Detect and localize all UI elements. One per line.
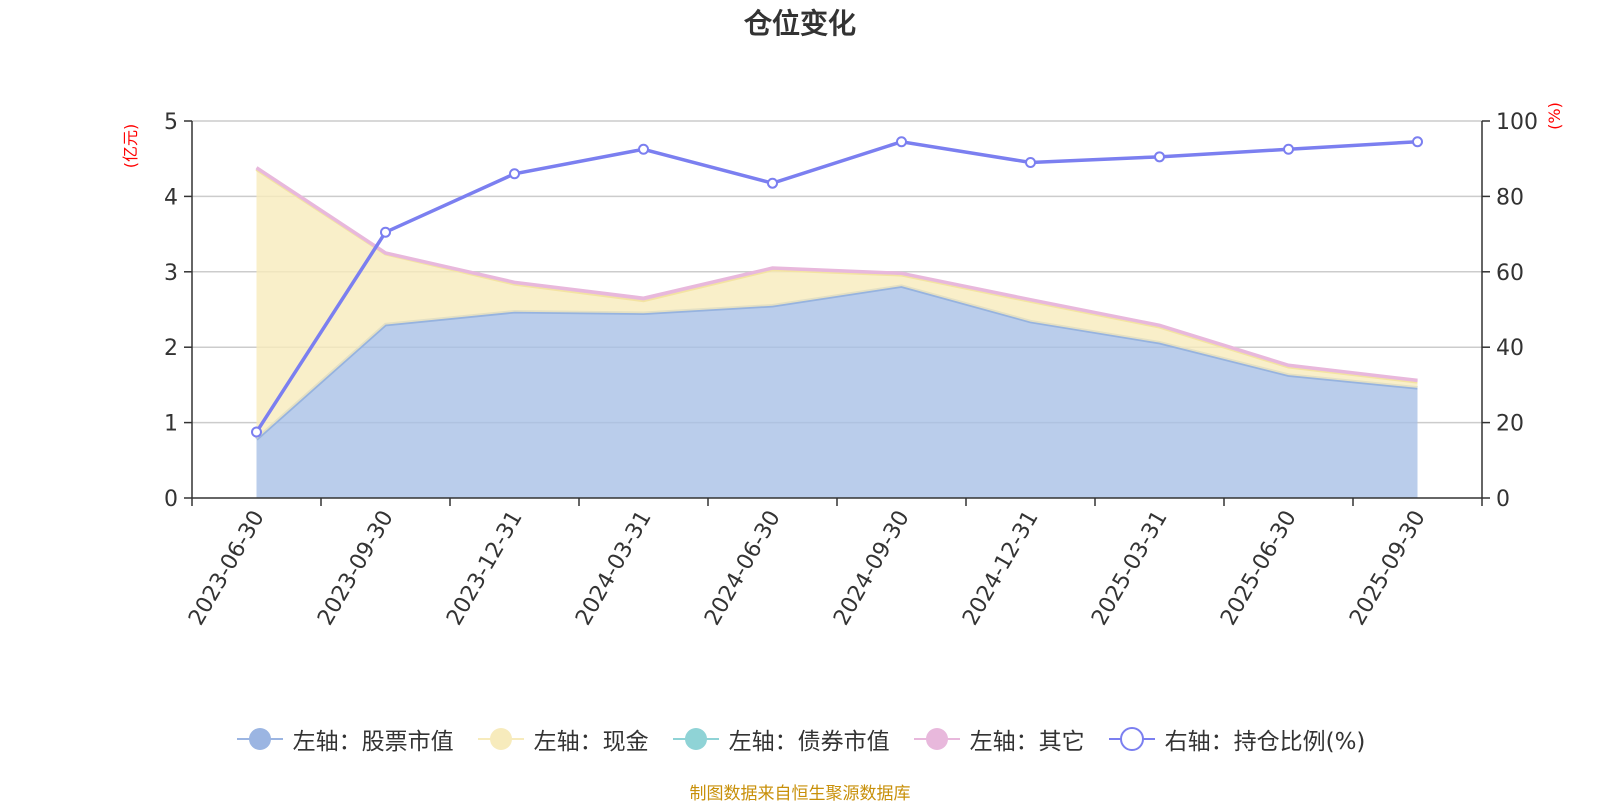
position-ratio-point xyxy=(767,177,778,189)
right-tick-label: 0 xyxy=(1496,487,1510,512)
legend-symbol-icon xyxy=(1108,727,1155,751)
x-tick-label: 2024-06-30 xyxy=(700,507,786,630)
right-tick-label: 20 xyxy=(1496,412,1524,437)
right-tick-label: 60 xyxy=(1496,261,1524,286)
left-tick-label: 1 xyxy=(164,412,178,437)
legend-label: 左轴：其它 xyxy=(969,729,1085,755)
area-series-4-line xyxy=(255,166,1418,383)
right-tick-label: 80 xyxy=(1496,185,1524,210)
line-layer xyxy=(251,136,1423,438)
position-ratio-point xyxy=(638,143,649,155)
x-tick-label: 2025-09-30 xyxy=(1345,507,1431,630)
position-ratio-point xyxy=(509,168,520,180)
legend-item-2[interactable]: 左轴：现金 xyxy=(476,722,649,756)
legend-item-1[interactable]: 左轴：股票市值 xyxy=(235,722,454,756)
position-ratio-point xyxy=(1412,136,1423,148)
legend-item-5[interactable]: 右轴：持仓比例(%) xyxy=(1107,722,1366,756)
legend-item-4[interactable]: 左轴：其它 xyxy=(912,722,1085,756)
x-tick-label: 2024-12-31 xyxy=(958,507,1044,630)
legend-symbol-icon xyxy=(672,728,719,750)
left-tick-label: 3 xyxy=(164,261,178,286)
left-tick-label: 2 xyxy=(164,336,178,361)
legend-label: 右轴：持仓比例(%) xyxy=(1164,729,1366,755)
legend-item-3[interactable]: 左轴：债券市值 xyxy=(671,722,890,756)
right-tick-label: 40 xyxy=(1496,336,1524,361)
position-ratio-point xyxy=(380,226,391,238)
left-tick-label: 5 xyxy=(164,110,178,135)
x-tick-label: 2023-09-30 xyxy=(313,507,399,630)
legend-label: 左轴：债券市值 xyxy=(728,729,890,755)
position-ratio-line xyxy=(255,139,1418,433)
area-series-2 xyxy=(256,169,1418,440)
legend: 左轴：股票市值 左轴：现金 左轴：债券市值 左轴：其它 右轴：持仓比例(%) xyxy=(0,722,1600,756)
x-tick-label: 2023-12-31 xyxy=(442,507,528,630)
x-tick-label: 2025-06-30 xyxy=(1216,507,1302,630)
x-tick-label: 2024-09-30 xyxy=(829,507,915,630)
legend-label: 左轴：股票市值 xyxy=(292,729,454,755)
right-tick-label: 100 xyxy=(1496,110,1538,135)
axis-layer xyxy=(184,120,1490,506)
chart-title: 仓位变化 xyxy=(743,7,856,40)
legend-symbol-icon xyxy=(913,728,960,750)
legend-symbol-icon xyxy=(477,728,524,750)
legend-label: 左轴：现金 xyxy=(533,729,649,755)
area-layer xyxy=(255,166,1418,498)
x-tick-label: 2024-03-31 xyxy=(571,507,657,630)
legend-symbol-icon xyxy=(236,728,283,750)
left-axis-unit: (亿元) xyxy=(121,124,140,169)
position-ratio-point xyxy=(1025,156,1036,168)
left-tick-label: 0 xyxy=(164,487,178,512)
right-axis-unit: (%) xyxy=(1545,102,1564,130)
position-ratio-point xyxy=(251,426,262,438)
left-tick-label: 4 xyxy=(164,185,178,210)
source-note: 制图数据来自恒生聚源数据库 xyxy=(689,784,911,804)
x-tick-label: 2025-03-31 xyxy=(1087,507,1173,630)
position-ratio-point xyxy=(896,136,907,148)
position-ratio-point xyxy=(1154,151,1165,163)
x-tick-label: 2023-06-30 xyxy=(184,507,270,630)
position-ratio-point xyxy=(1283,143,1294,155)
